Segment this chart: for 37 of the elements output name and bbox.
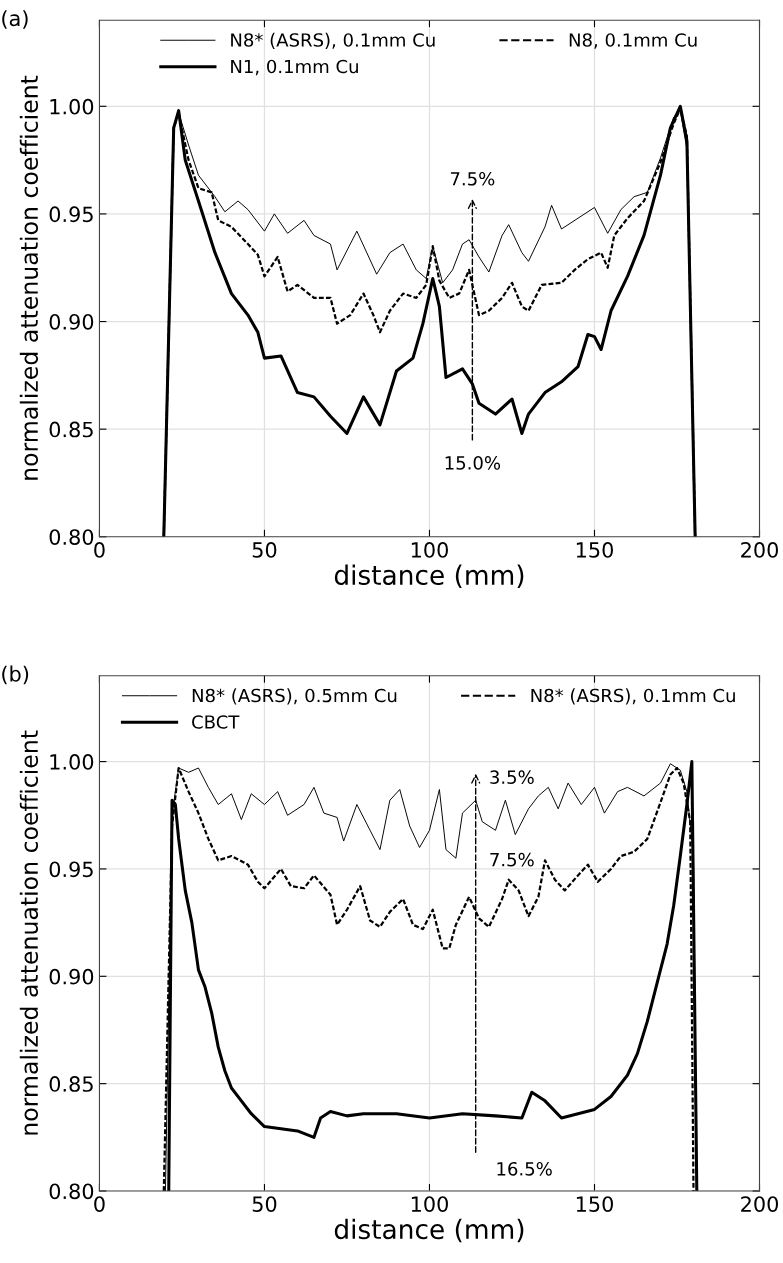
legend-label: N8* (ASRS), 0.5mm Cu (192, 688, 397, 705)
x-tick-label: 50 (252, 542, 277, 558)
chart-title: (b) (2, 665, 29, 685)
annotation: 7.5% (450, 171, 495, 186)
x-tick-label: 0 (94, 542, 105, 558)
x-tick-label: 0 (94, 1196, 105, 1212)
y-tick-label: 0.90 (49, 313, 94, 330)
y-tick-label: 0.85 (49, 421, 93, 438)
y-tick-label: 1.00 (50, 754, 94, 770)
chart-title: (a) (2, 10, 28, 29)
y-tick-label: 0.95 (49, 206, 93, 223)
x-tick-label: 100 (411, 542, 448, 558)
legend-label: CBCT (192, 715, 240, 729)
annotation: 16.5% (497, 1161, 552, 1176)
y-axis-title: normalized attenuation coefficient (19, 730, 39, 1135)
x-tick-label: 100 (411, 1196, 448, 1212)
x-tick-label: 200 (741, 1196, 779, 1212)
x-tick-label: 50 (252, 1196, 277, 1212)
y-tick-label: 0.85 (49, 1076, 93, 1092)
y-axis-title: normalized attenuation coefficient (19, 75, 39, 480)
x-axis-title: distance (mm) (334, 564, 524, 589)
legend-label: N1, 0.1mm Cu (231, 59, 358, 76)
legend-label: N8* (ASRS), 0.1mm Cu (231, 32, 435, 49)
y-tick-label: 0.95 (49, 861, 93, 878)
y-tick-label: 0.80 (49, 529, 94, 545)
x-tick-label: 200 (741, 542, 779, 558)
x-axis-title: distance (mm) (334, 1218, 524, 1243)
x-tick-label: 150 (576, 542, 613, 558)
annotation: 15.0% (445, 456, 501, 470)
y-tick-label: 0.80 (49, 1183, 94, 1200)
x-tick-label: 150 (576, 1196, 613, 1212)
legend-label: N8, 0.1mm Cu (569, 33, 697, 49)
legend-label: N8* (ASRS), 0.1mm Cu (531, 688, 735, 705)
y-tick-label: 1.00 (50, 98, 94, 115)
annotation: 3.5% (490, 770, 534, 784)
annotation: 7.5% (490, 852, 534, 867)
y-tick-label: 0.90 (49, 968, 94, 985)
